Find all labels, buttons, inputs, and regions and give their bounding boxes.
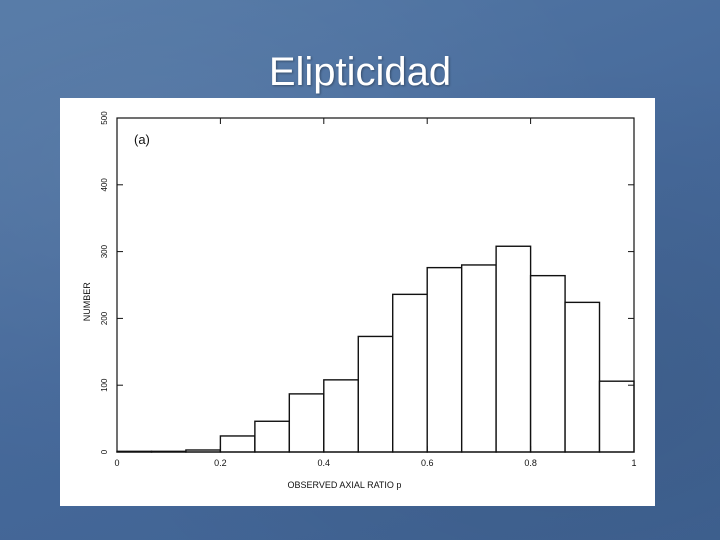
- y-tick-label: 200: [100, 311, 109, 325]
- histogram-bar: [254, 420, 291, 453]
- histogram-bar: [392, 293, 428, 453]
- histogram-bar: [219, 435, 256, 453]
- histogram-bar: [357, 335, 394, 453]
- y-tick-label: 100: [100, 378, 109, 392]
- histogram-bar: [426, 266, 463, 453]
- x-axis-label: OBSERVED AXIAL RATIO p: [288, 480, 402, 490]
- histogram-bar: [529, 274, 566, 453]
- x-tick-label: 0: [114, 458, 119, 468]
- x-tick-label: 0.2: [214, 458, 227, 468]
- histogram-bar: [460, 264, 497, 453]
- histogram-bar: [288, 393, 325, 453]
- y-axis-label: NUMBER: [82, 282, 92, 322]
- histogram-bar: [323, 379, 359, 453]
- bars-group: [116, 245, 635, 453]
- x-tick-label: 0.6: [421, 458, 434, 468]
- histogram-bar: [598, 380, 635, 453]
- x-ticks-group: 0 0.2 0.4 0.6 0.8 1: [114, 118, 637, 468]
- y-tick-label: 500: [100, 111, 109, 125]
- histogram-bar: [495, 245, 532, 453]
- figure-panel: 0 0.2 0.4 0.6 0.8 1 0 100 200 300 400 500 (a) OBSE…: [60, 98, 655, 506]
- histogram-chart: 0 0.2 0.4 0.6 0.8 1 0 100 200 300 400 500 (a) OBSE…: [82, 111, 637, 490]
- y-tick-label: 400: [100, 178, 109, 192]
- x-tick-label: 0.4: [318, 458, 331, 468]
- histogram-bar: [564, 301, 601, 453]
- y-tick-label: 300: [100, 244, 109, 258]
- y-tick-label: 0: [100, 449, 109, 454]
- y-ticks-group: 0 100 200 300 400 500: [100, 111, 634, 454]
- plot-frame: [116, 117, 635, 453]
- slide-title: Elipticidad: [268, 50, 452, 94]
- x-tick-label: 0.8: [524, 458, 537, 468]
- panel-label: (a): [134, 132, 150, 147]
- x-tick-label: 1: [631, 458, 636, 468]
